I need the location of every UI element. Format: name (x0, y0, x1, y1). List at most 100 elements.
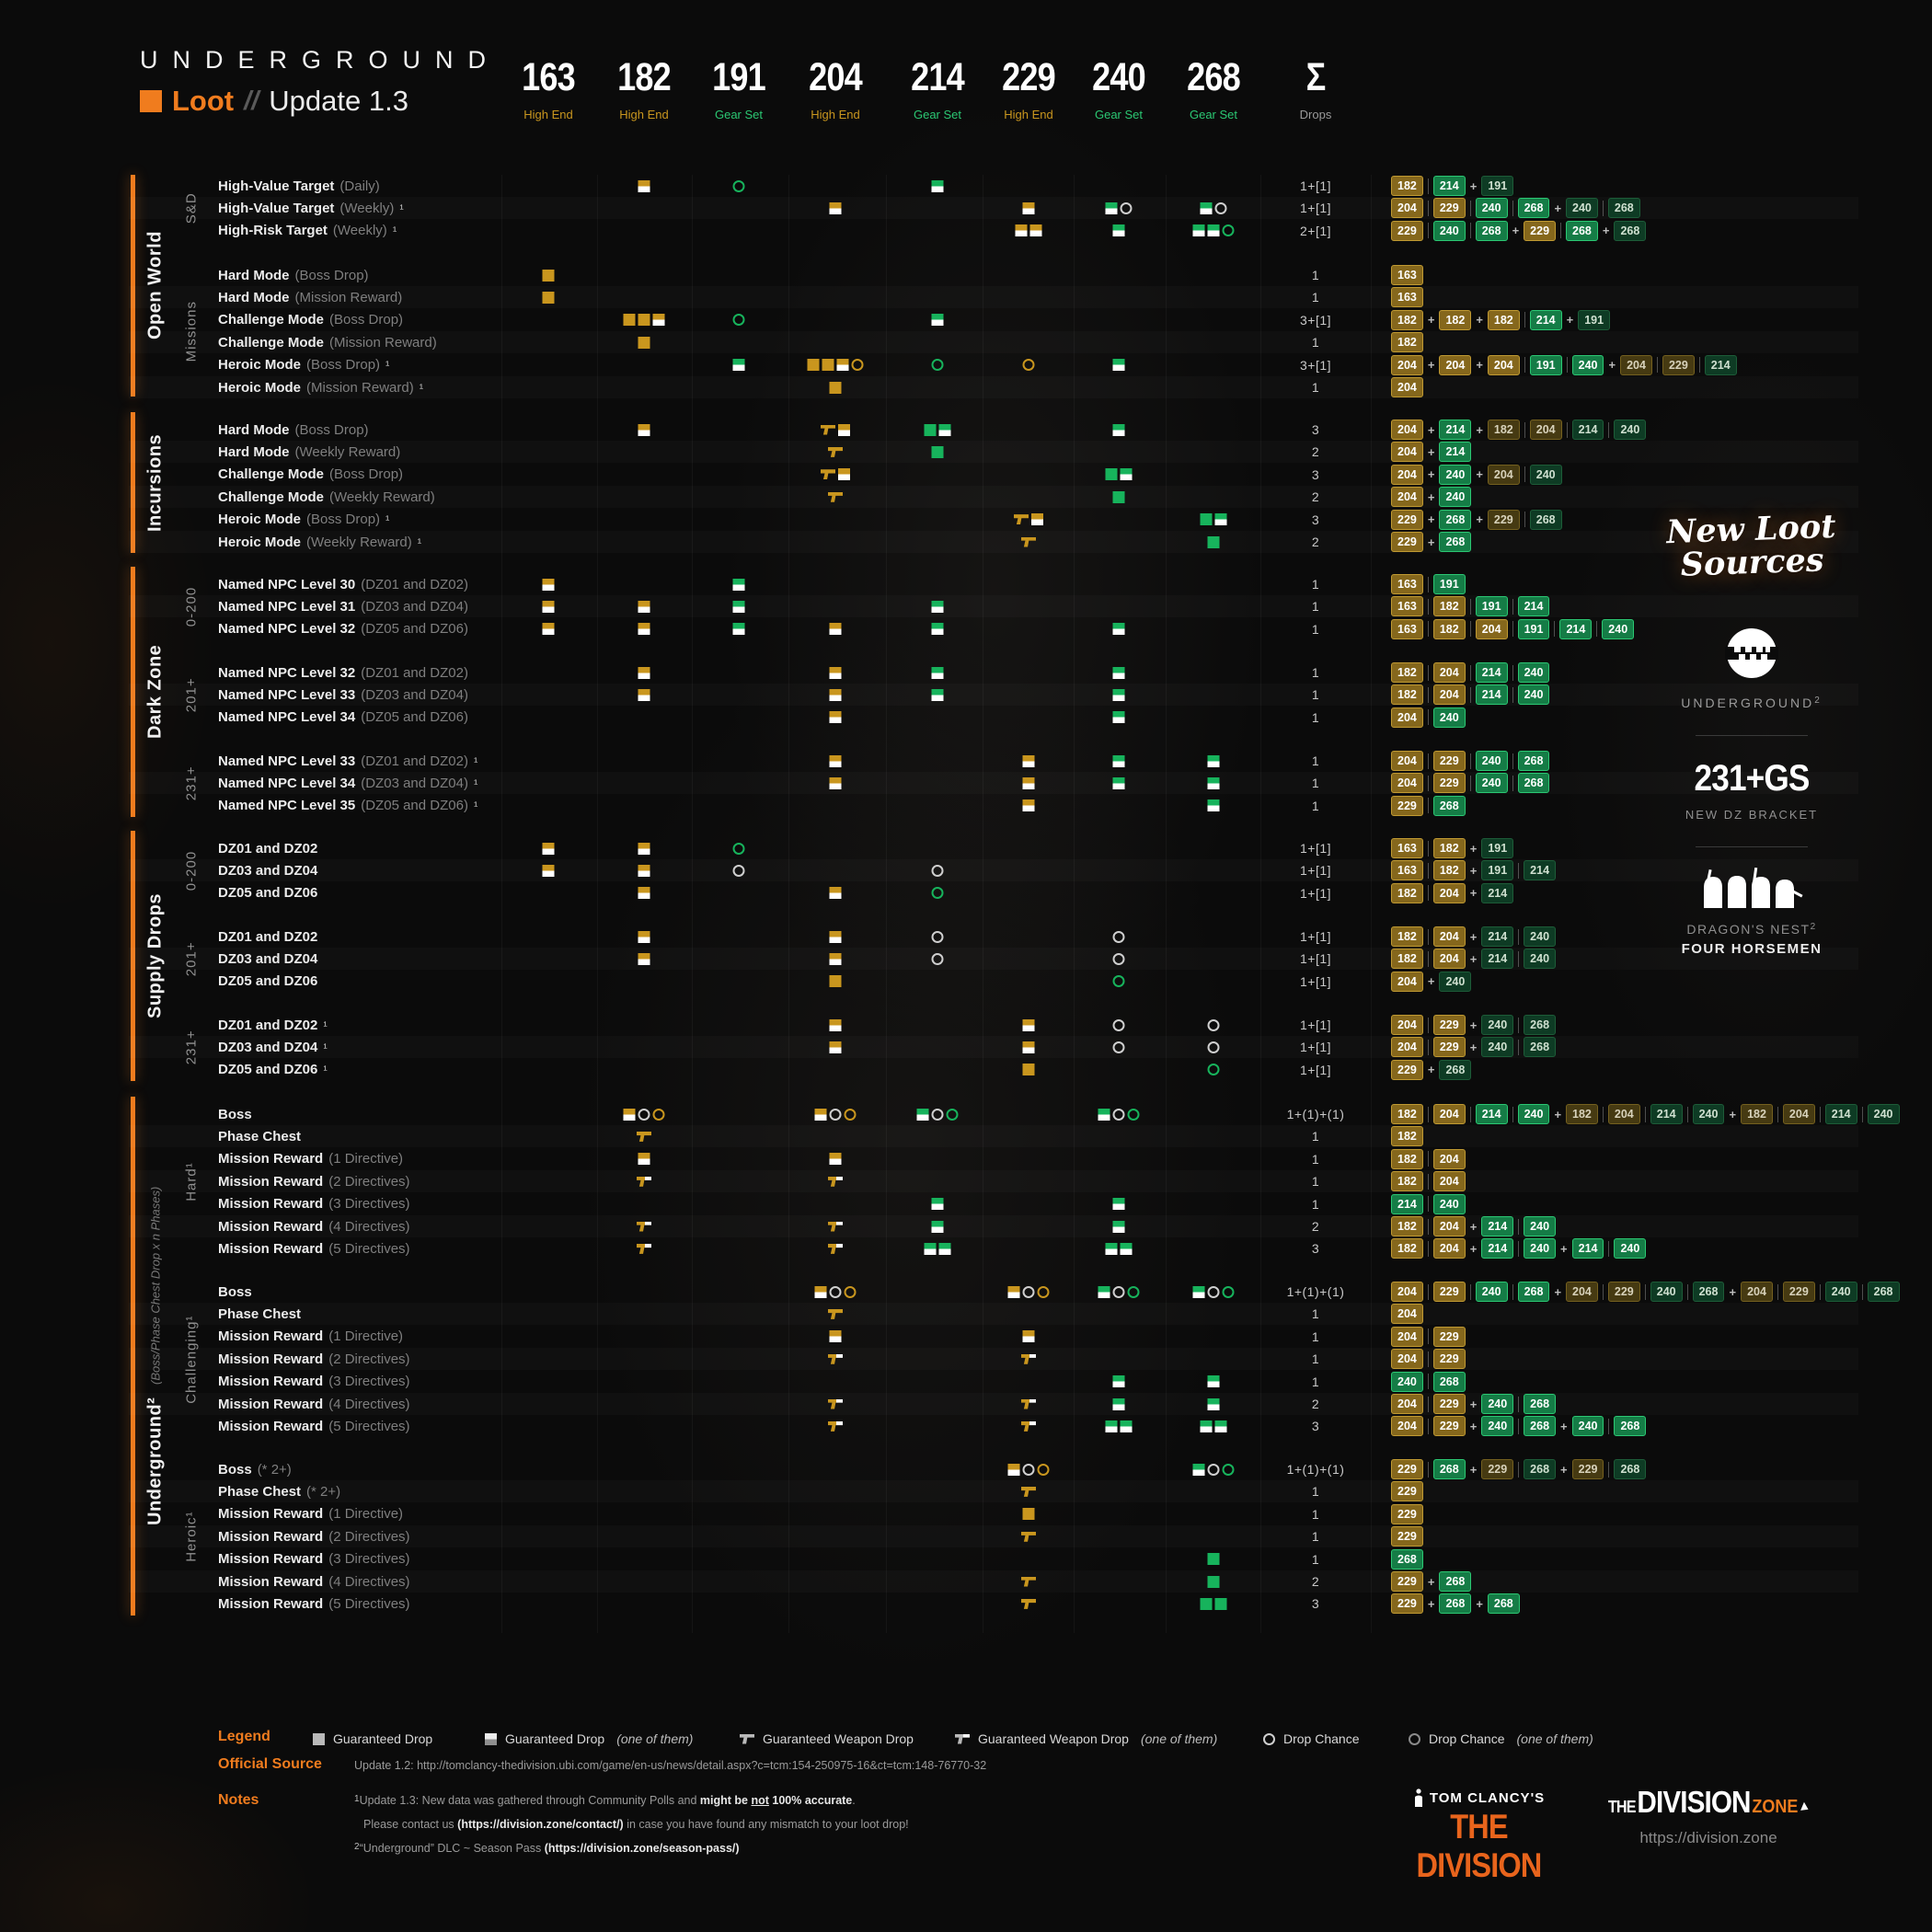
gs-badge: 182 (1432, 618, 1466, 639)
row-label: Challenge Mode (Boss Drop) (218, 312, 404, 328)
drop-chance-icon (931, 359, 944, 372)
gs-badge: 240 (1517, 684, 1550, 706)
guaranteed-drop-oneof-icon (829, 623, 842, 636)
row-label: DZ05 and DZ06 (218, 885, 318, 902)
legend-item: Drop Chance (1263, 1729, 1360, 1749)
gearscore-badges: 229 (1391, 1503, 1423, 1524)
gs-badge: 229 (1481, 1459, 1514, 1479)
gs-badge: 204 (1391, 707, 1423, 728)
drop-cell (1207, 1059, 1220, 1081)
column-header-182: 182 High End (613, 55, 676, 121)
drop-cell (828, 486, 843, 508)
gearscore-badges: 204 +204 +204 191 240 +204 229 214 (1391, 354, 1737, 375)
grid-line (1260, 175, 1261, 1633)
gs-badge: 204 (1432, 684, 1466, 706)
gs-badge: 240 (1481, 1394, 1514, 1414)
gs-badge: 204 (1391, 1394, 1423, 1414)
gs-badge: 229 (1432, 198, 1466, 219)
drops-sum: 1 (1311, 1551, 1320, 1567)
gs-badge: 240 (1602, 618, 1635, 639)
gs-badge: 204 (1391, 1282, 1423, 1302)
drop-chance-icon (1112, 1285, 1125, 1298)
drop-cell (1112, 684, 1125, 706)
guaranteed-drop-oneof-icon (931, 314, 944, 327)
row-label: Hard Mode (Weekly Reward) (218, 443, 401, 460)
guaranteed-drop-icon (1022, 1508, 1035, 1521)
gs-badge: 229 (1432, 1282, 1466, 1302)
the-division-logo: TOM CLANCY'S THE DIVISION (1380, 1788, 1578, 1885)
row-label: Named NPC Level 32 (DZ05 and DZ06) (218, 621, 468, 638)
guaranteed-drop-oneof-icon (732, 600, 745, 613)
gs-badge: 240 (1650, 1282, 1683, 1302)
weapon-drop-oneof-icon (955, 1733, 970, 1744)
weapon-drop-icon (828, 446, 843, 457)
gearscore-badges: 204 229 240 268 (1391, 773, 1550, 794)
gs-badge: 191 (1529, 354, 1562, 375)
drop-cell (1112, 1014, 1125, 1036)
guaranteed-drop-oneof-icon (931, 688, 944, 701)
badge-plus: + (1469, 841, 1478, 856)
guaranteed-drop-oneof-icon (829, 1018, 842, 1031)
loot-label: Loot (172, 85, 235, 117)
table-row: DZ01 and DZ02 1+[1] 163 182 +191 (129, 837, 1858, 859)
badge-separator (1819, 1283, 1821, 1300)
new-loot-sources-panel: New Loot Sources UNDERGROUND2 231+GS NEW… (1636, 508, 1868, 958)
guaranteed-drop-oneof-icon (638, 423, 650, 436)
gs-badge: 268 (1391, 1548, 1423, 1570)
grid-line (1074, 175, 1075, 1633)
badge-plus: + (1427, 358, 1435, 373)
badge-separator (1427, 1173, 1429, 1190)
gearscore-badges: 204 +240 (1391, 971, 1472, 992)
drop-cell (542, 837, 555, 859)
drop-cell (1207, 750, 1220, 772)
gs-badge: 204 (1432, 882, 1466, 903)
table-row: Mission Reward (4 Directives) 2 204 229 +240 2… (129, 1393, 1858, 1415)
weapon-drop-icon (828, 491, 843, 502)
drop-cell (637, 1125, 651, 1147)
guaranteed-drop-icon (1207, 535, 1220, 548)
guaranteed-drop-oneof-icon (1120, 468, 1133, 481)
guaranteed-drop-oneof-icon (1022, 1018, 1035, 1031)
guaranteed-drop-oneof-icon (638, 864, 650, 877)
gs-badge: 240 (1439, 464, 1472, 485)
drop-cell (1022, 1036, 1035, 1058)
subtitle: Loot // Update 1.3 (140, 85, 408, 118)
guaranteed-drop-oneof-icon (638, 179, 650, 192)
row-label: Mission Reward (1 Directive) (218, 1506, 404, 1523)
row-label: DZ05 and DZ06 (218, 973, 318, 990)
drops-sum: 1 (1311, 1196, 1320, 1212)
gs-badge: 191 (1578, 309, 1611, 330)
guaranteed-drop-oneof-icon (1112, 711, 1125, 724)
gs-badge: 204 (1620, 354, 1652, 375)
table-row: Boss 1+(1)+(1) 182 204 214 240 +182 204 214 240 +1… (129, 1103, 1900, 1125)
row-label: Boss (* 2+) (218, 1461, 292, 1478)
drop-chance-icon (1112, 1018, 1125, 1031)
row-label: Heroic Mode (Boss Drop) ¹ (218, 357, 390, 374)
drop-cell (1105, 1237, 1133, 1259)
drop-cell (828, 1237, 843, 1259)
drop-chance-icon (1214, 201, 1227, 214)
gs-badge: 191 (1481, 176, 1514, 196)
badge-separator (1518, 1017, 1520, 1033)
badge-separator (1427, 1240, 1429, 1257)
grid-line (597, 175, 598, 1633)
guaranteed-drop-icon (807, 359, 820, 372)
badge-plus: + (1469, 1040, 1478, 1054)
badge-separator (1427, 576, 1429, 592)
gearscore-badges: 163 182 +191 (1391, 838, 1514, 858)
row-label: High-Value Target (Daily) (218, 178, 380, 194)
guaranteed-drop-oneof-icon (1112, 754, 1125, 767)
gs-badge: 240 (1524, 926, 1557, 947)
gs-badge: 229 (1432, 751, 1466, 771)
section-bar (131, 1097, 135, 1616)
badge-separator (1469, 598, 1471, 615)
drops-sum: 1+(1)+(1) (1286, 1284, 1345, 1299)
column-type: Gear Set (1189, 108, 1238, 121)
drop-cell (638, 1148, 650, 1170)
drop-cell (828, 441, 843, 463)
gs-badge: 229 (1487, 509, 1520, 530)
row-label: Mission Reward (4 Directives) (218, 1573, 410, 1590)
badge-separator (1512, 1283, 1513, 1300)
guaranteed-drop-oneof-icon (829, 201, 842, 214)
four-horsemen-icon (1636, 868, 1868, 913)
